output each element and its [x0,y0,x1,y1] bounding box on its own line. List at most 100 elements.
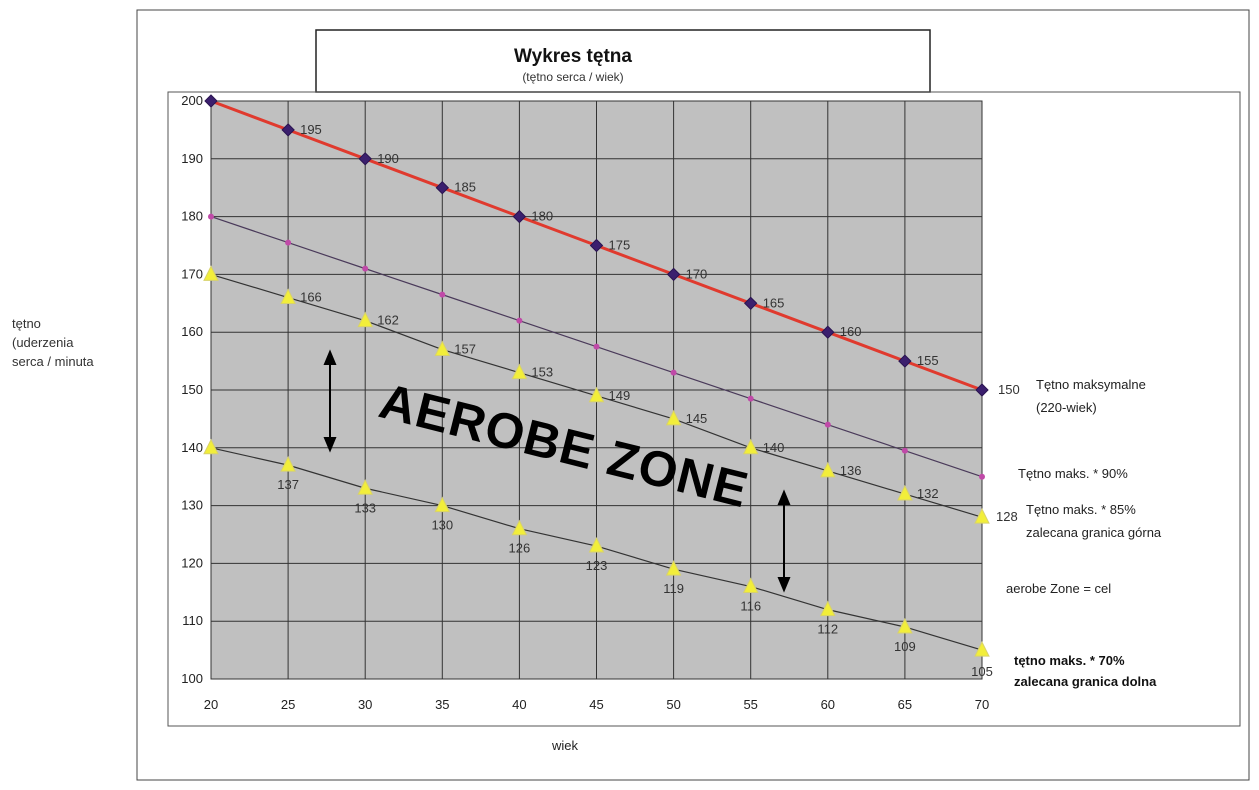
legend: Tętno maksymalne (220-wiek) Tętno maks. … [1006,377,1162,689]
point-marker-p90 [747,395,754,402]
point-marker-p85 [819,461,836,478]
data-label-p85: 145 [686,411,708,426]
x-tick-label: 60 [821,697,835,712]
data-label-p85: 157 [454,342,476,357]
plot-frame [167,91,1241,727]
series-markers [203,94,990,657]
point-marker-p90 [593,343,600,350]
point-marker-p90 [362,265,369,272]
legend-p85-line2: zalecana granica górna [1026,525,1162,540]
chart-subtitle: (tętno serca / wiek) [522,70,623,84]
x-tick-label: 30 [358,697,372,712]
point-marker-p70 [974,640,990,657]
y-tick-label: 170 [181,266,203,281]
point-marker-max [512,209,527,224]
legend-p90: Tętno maks. * 90% [1018,466,1128,481]
grid-lines [210,100,983,680]
y-tick-label: 200 [181,93,203,108]
data-label-p70: 116 [740,599,761,614]
x-tick-label: 65 [898,697,912,712]
data-label-max: 175 [609,238,631,253]
data-label-p70: 112 [817,622,838,637]
point-marker-p90 [901,447,908,454]
point-marker-max [821,325,835,339]
point-marker-p70 [434,496,451,513]
point-marker-p85 [434,340,451,357]
title-box [315,29,931,93]
data-label-p85: 140 [763,440,785,455]
point-marker-p70 [897,617,913,634]
y-tick-label: 140 [181,440,203,455]
point-marker-p85 [511,363,528,380]
data-label-max: 165 [763,295,785,310]
point-marker-p85 [203,265,219,281]
point-marker-p70 [665,560,682,576]
series-data-labels: 195 190 185 180 175 170 165 160 155 150 166 162 157 1… [277,122,1019,679]
data-label-max: 155 [917,353,939,368]
y-axis-label-line: (uderzenia [12,335,74,350]
legend-p70-line1: tętno maks. * 70% [1014,653,1125,668]
y-axis-label-line: serca / minuta [12,354,94,369]
point-marker-p90 [285,239,292,246]
data-label-max: 195 [300,122,322,137]
y-tick-label: 180 [181,209,203,224]
x-tick-label: 70 [975,697,989,712]
point-marker-max [204,94,218,108]
legend-zone-note: aerobe Zone = cel [1006,581,1111,596]
data-label-p85: 166 [300,290,322,305]
point-marker-p85 [742,438,759,455]
y-tick-label: 100 [181,671,203,686]
chart-title: Wykres tętna [514,46,632,67]
point-marker-p90 [208,213,214,220]
y-tick-label: 150 [181,382,203,397]
double-arrow-right [777,489,791,593]
y-axis-label: tętno (uderzenia serca / minuta [12,316,94,369]
legend-max-line2: (220-wiek) [1036,400,1097,415]
data-label-p85: 149 [609,388,631,403]
data-label-p70: 105 [971,664,993,679]
x-tick-label: 50 [666,697,680,712]
point-marker-p90 [516,317,523,324]
data-label-p70: 126 [509,541,531,556]
point-marker-p70 [357,479,374,495]
y-axis-ticks: 100 110 120 130 140 150 160 170 180 190 200 [181,93,203,686]
point-marker-p85 [280,288,296,305]
data-label-p85: 128 [996,509,1018,524]
point-marker-p70 [203,438,219,455]
point-marker-max [666,267,681,282]
point-marker-p90 [824,421,831,428]
point-marker-p85 [974,508,990,524]
legend-max-line1: Tętno maksymalne [1036,377,1146,392]
point-marker-max [898,354,912,368]
point-marker-max [358,152,372,166]
point-marker-p90 [439,291,446,298]
data-label-p70: 133 [354,500,376,515]
data-label-p70: 109 [894,639,916,654]
double-arrow-left [323,349,337,453]
data-label-p70: 123 [586,558,608,573]
data-label-max: 185 [454,180,476,195]
point-marker-p70 [819,600,836,617]
legend-p85-line1: Tętno maks. * 85% [1026,502,1136,517]
point-marker-p85 [897,484,913,501]
point-marker-max [281,123,295,137]
y-tick-label: 190 [181,151,203,166]
point-marker-p85 [357,311,374,328]
x-tick-label: 55 [743,697,757,712]
data-label-p85: 132 [917,486,939,501]
data-label-max: 190 [377,151,399,166]
x-axis-ticks: 20 25 30 35 40 45 50 55 60 65 70 [204,697,989,712]
point-marker-max [743,296,758,311]
point-marker-p70 [742,577,759,594]
x-tick-label: 35 [435,697,449,712]
y-tick-label: 130 [181,498,203,513]
point-marker-p85 [665,409,682,426]
x-axis-label: wiek [551,738,579,753]
x-tick-label: 40 [512,697,526,712]
y-tick-label: 110 [182,613,203,628]
data-label-max: 170 [686,266,708,281]
data-label-p70: 130 [431,518,453,533]
point-marker-p70 [588,536,605,553]
legend-p70-line2: zalecana granica dolna [1014,674,1157,689]
